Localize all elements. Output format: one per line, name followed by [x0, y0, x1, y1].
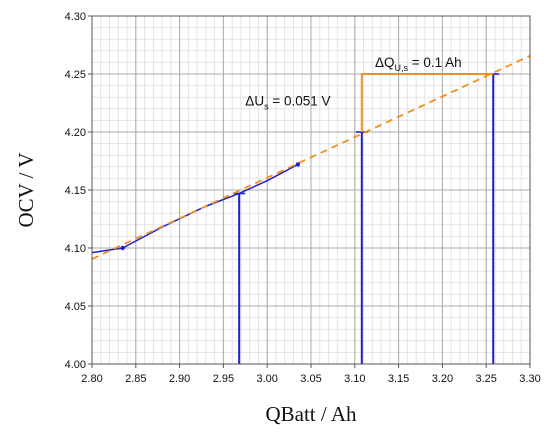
x-tick-label: 2.90: [169, 373, 190, 385]
y-tick-label: 4.10: [65, 243, 86, 255]
series-layer: [91, 54, 531, 364]
delta-bracket: [360, 73, 494, 132]
x-tick-label: 2.95: [213, 373, 234, 385]
y-tick-labels: 4.00 4.05 4.10 4.15 4.20 4.25 4.30: [65, 11, 86, 371]
annotation-layer: ΔUs = 0.051 V ΔQU,s = 0.1 Ah: [245, 55, 461, 111]
y-tick-label: 4.25: [65, 69, 86, 81]
x-tick-labels: 2.80 2.85 2.90 2.95 3.00 3.05 3.10 3.15 3.20 3.25…: [81, 373, 540, 385]
y-axis-title: OCV / V: [14, 152, 38, 227]
x-tick-label: 3.15: [388, 373, 409, 385]
x-axis-title: QBatt / Ah: [265, 402, 357, 426]
annotation-du: ΔUs = 0.051 V: [245, 93, 330, 111]
x-tick-label: 3.30: [519, 373, 540, 385]
y-tick-label: 4.30: [65, 11, 86, 23]
plot-frame: [91, 15, 531, 365]
x-tick-label: 2.85: [125, 373, 146, 385]
annotation-dq: ΔQU,s = 0.1 Ah: [375, 55, 462, 73]
y-tick-label: 4.20: [65, 127, 86, 139]
data-point: [295, 162, 301, 167]
x-tick-label: 2.80: [81, 373, 102, 385]
fit-line: [91, 54, 531, 260]
y-tick-label: 4.15: [65, 185, 86, 197]
x-tick-label: 3.05: [300, 373, 321, 385]
y-tick-label: 4.05: [65, 301, 86, 313]
data-point: [120, 245, 125, 251]
x-tick-label: 3.10: [344, 373, 365, 385]
x-tick-label: 3.25: [475, 373, 496, 385]
y-tick-label: 4.00: [65, 359, 86, 371]
x-tick-label: 3.20: [432, 373, 453, 385]
x-tick-label: 3.00: [256, 373, 277, 385]
